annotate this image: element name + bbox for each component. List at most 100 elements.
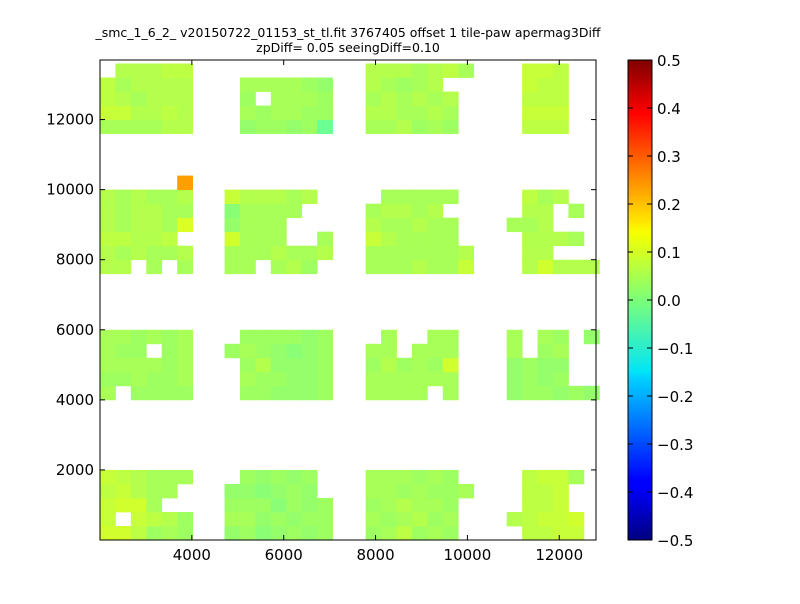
heatmap-cell [239,385,256,401]
heatmap-cell [442,259,459,275]
heatmap-cell [130,77,147,92]
colorbar-tick-label: −0.5 [657,532,693,550]
heatmap-cell [583,259,600,275]
heatmap-cell [100,497,116,513]
heatmap-cell [396,385,413,401]
heatmap-cell [568,511,585,527]
heatmap-cell [522,91,538,106]
heatmap-cell [442,245,459,261]
heatmap-cell [161,329,178,345]
heatmap-cell [317,245,333,261]
heatmap-cell [411,525,428,541]
heatmap-cell [427,259,444,275]
colorbar-tick-label: −0.3 [657,436,693,454]
heatmap-cell [146,217,163,233]
heatmap-cell [458,63,475,78]
heatmap-cell [255,343,272,359]
heatmap-cell [161,119,178,134]
heatmap-cell [396,203,413,219]
heatmap-cell [146,259,163,275]
heatmap-cell [115,343,132,359]
heatmap-cell [270,203,287,219]
heatmap-cell [286,497,303,513]
heatmap-cell [161,357,178,373]
heatmap-cell [270,259,287,275]
heatmap-cell [177,511,193,527]
y-tick-label: 8000 [56,251,94,269]
heatmap-cell [427,525,444,541]
heatmap-cell [506,329,523,345]
heatmap-cell [115,525,132,541]
heatmap-cell [239,203,256,219]
heatmap-cell [411,105,428,120]
heatmap-cell [130,511,147,527]
heatmap-cell [130,189,147,205]
heatmap-cell [130,105,147,120]
heatmap-cell [381,259,397,275]
heatmap-cell [301,371,318,387]
heatmap-cell [100,245,116,261]
heatmap-cell [396,231,413,247]
heatmap-cell [100,217,116,233]
heatmap-cell [553,231,569,247]
heatmap-cell [115,497,132,513]
heatmap-cell [537,245,554,261]
heatmap-cell [317,231,333,247]
heatmap-cell [255,357,272,373]
heatmap-cell [130,329,147,345]
heatmap-cell [146,63,163,78]
heatmap-cell [553,483,569,499]
heatmap-cell [458,259,475,275]
heatmap-cell [224,497,241,513]
heatmap-cell [255,511,272,527]
heatmap-cell [568,525,585,541]
heatmap-cell [396,63,413,78]
heatmap-cell [301,119,318,134]
heatmap-cell [270,329,287,345]
heatmap-cell [427,357,444,373]
heatmap-cell [381,469,397,485]
heatmap-cell [239,217,256,233]
heatmap-cell [427,77,444,92]
heatmap-cell [317,385,333,401]
heatmap-cell [411,189,428,205]
heatmap-cell [270,357,287,373]
heatmap-cell [442,217,459,233]
heatmap-cell [286,525,303,541]
heatmap-cell [381,511,397,527]
heatmap-cell [442,483,459,499]
heatmap-cell [442,63,459,78]
heatmap-cell [177,175,193,191]
heatmap-cell [396,91,413,106]
heatmap-cell [381,63,397,78]
heatmap-cell [146,511,163,527]
heatmap-cell [301,497,318,513]
heatmap-cell [537,91,554,106]
heatmap-cell [568,469,585,485]
heatmap-cell [553,371,569,387]
heatmap-cell [522,189,538,205]
heatmap-cell [115,371,132,387]
heatmap-cell [381,203,397,219]
heatmap-cell [301,511,318,527]
heatmap-cell [522,385,538,401]
heatmap-cell [115,119,132,134]
heatmap-cell [224,259,241,275]
heatmap-cell [177,119,193,134]
heatmap-cell [583,329,600,345]
heatmap-cell [146,245,163,261]
heatmap-cell [115,231,132,247]
heatmap-cell [146,105,163,120]
heatmap-cell [161,525,178,541]
heatmap-cell [506,357,523,373]
heatmap-cell [161,91,178,106]
x-tick-label: 12000 [535,546,583,564]
heatmap-cell [255,231,272,247]
heatmap-cell [115,245,132,261]
heatmap-cell [161,105,178,120]
heatmap-cell [130,483,147,499]
x-tick-label: 6000 [265,546,303,564]
heatmap-cell [427,469,444,485]
heatmap-cell [100,77,116,92]
heatmap-cell [100,105,116,120]
